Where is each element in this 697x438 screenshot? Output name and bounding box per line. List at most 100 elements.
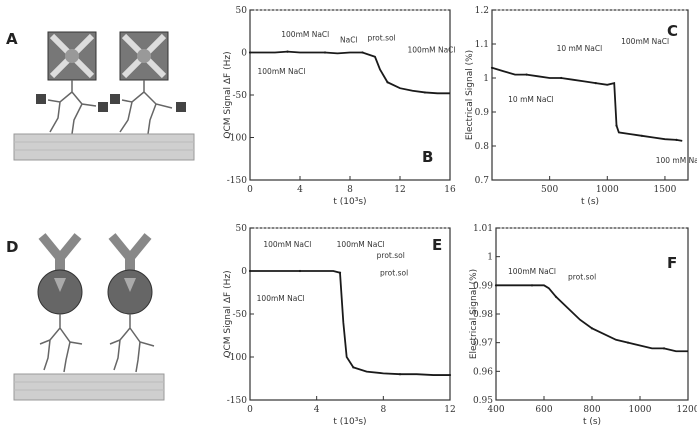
data-point	[338, 271, 342, 274]
x-tick-label: 400	[487, 405, 504, 415]
x-tick-label: 0	[247, 185, 253, 195]
y-tick-label: 0.8	[475, 142, 490, 152]
data-point	[361, 51, 364, 54]
antibody-right	[107, 233, 153, 315]
data-point	[286, 50, 289, 53]
y-tick-label: 0.98	[473, 310, 493, 320]
y-tick-label: 1	[483, 74, 489, 84]
annotation-label: NaCl	[340, 35, 358, 44]
y-tick-label: -150	[227, 396, 247, 406]
x-tick-label: 1200	[677, 405, 697, 415]
tag-box	[110, 94, 120, 104]
data-point	[525, 73, 528, 76]
y-tick-label: 1.2	[475, 6, 489, 16]
y-tick-label: 0.9	[475, 108, 490, 118]
annotation-label: 10 mM NaCl	[508, 95, 554, 104]
tag-box	[98, 102, 108, 112]
annotation-label: 100mM NaCl	[508, 267, 556, 276]
y-tick-label: 0	[241, 267, 247, 277]
y-axis-label: Electrical Signal (%)	[465, 50, 475, 140]
data-point	[494, 284, 498, 287]
y-axis-label: Electrical Signal (%)	[469, 269, 479, 359]
panel-letter-d: D	[6, 238, 19, 256]
data-point	[248, 269, 252, 273]
y-tick-label: 0	[241, 49, 247, 59]
data-point	[626, 341, 630, 344]
series-line	[491, 66, 683, 142]
sensor-surface	[13, 133, 195, 161]
panel-letter-e: E	[432, 236, 443, 254]
series-line	[250, 50, 450, 95]
x-tick-label: 8	[347, 185, 353, 195]
x-tick-label: 8	[380, 405, 386, 415]
y-tick-label: 50	[236, 6, 248, 16]
y-tick-label: -100	[227, 353, 247, 363]
chart-c: 500 1000 1500 1.2 1.1 1 0.9 0.8 0.7 t (s) Electric…	[462, 4, 697, 214]
x-tick-label: 1500	[653, 185, 676, 195]
x-tick-label: 4	[314, 405, 320, 415]
data-point	[398, 373, 402, 376]
panel-letter-f: F	[667, 254, 678, 272]
x-tick-label: 12	[444, 405, 455, 415]
x-tick-label: 800	[583, 405, 600, 415]
diagram-d	[13, 233, 165, 401]
data-point	[448, 373, 452, 377]
x-axis-label: t (s)	[581, 197, 599, 207]
data-point	[386, 81, 389, 84]
y-tick-label: 0.95	[473, 396, 493, 406]
panel-letter-b: B	[422, 148, 434, 166]
y-tick-label: 0.97	[473, 339, 493, 349]
data-point	[560, 76, 563, 80]
y-tick-label: 1	[487, 253, 493, 263]
particle-right	[119, 31, 169, 81]
x-tick-label: 600	[535, 405, 552, 415]
chart-e: 0 4 8 12 50 0 -50 -100 -150 t (10³s) QCM Signal ΔF…	[222, 222, 457, 434]
y-tick-label: -50	[233, 91, 248, 101]
tag-boxes	[36, 94, 186, 112]
y-tick-label: -150	[227, 176, 247, 186]
annotation-label: 100mM NaCl	[621, 37, 669, 46]
diagram-a	[13, 31, 195, 161]
x-axis-label: t (10³s)	[333, 417, 366, 427]
y-tick-label: 0.99	[473, 281, 493, 291]
annotation-label: 10 mM NaCl	[557, 44, 603, 53]
y-tick-label: 1.1	[475, 40, 489, 50]
linker-strands	[47, 80, 173, 135]
series-line	[250, 270, 450, 376]
data-point	[615, 124, 618, 127]
y-tick-label: 50	[236, 224, 248, 234]
plot-frame	[495, 227, 689, 401]
x-axis-label: t (s)	[583, 417, 601, 427]
data-point	[323, 51, 327, 54]
data-point	[423, 91, 427, 94]
y-tick-label: 1.01	[473, 224, 493, 234]
data-point	[590, 327, 594, 330]
annotation-label: prot.sol	[368, 34, 396, 43]
data-point	[490, 66, 494, 69]
x-tick-label: 16	[444, 185, 456, 195]
annotation-label: prot.sol	[568, 273, 596, 282]
y-tick-label: 0.96	[473, 367, 493, 377]
y-tick-label: -50	[233, 310, 248, 320]
annotation-label: prot.sol	[377, 251, 405, 260]
data-point	[248, 51, 252, 54]
data-point	[675, 138, 678, 141]
x-tick-label: 1000	[596, 185, 619, 195]
chart-b: 0 4 8 12 16 50 0 -50 -100 -150 t (10³s) QCM Signal …	[222, 4, 457, 214]
chart-f: 400 600 800 1000 1200 1.01 1 0.99 0.98 0.97 0.96 0.…	[462, 222, 697, 434]
sensor-surface	[13, 373, 165, 401]
x-tick-label: 4	[297, 185, 303, 195]
data-point	[662, 347, 666, 350]
data-point	[352, 366, 355, 369]
annotation-label: 100mM NaCl	[337, 240, 385, 249]
annotation-label: 100mM NaCl	[281, 30, 329, 39]
annotation-label: 100mM NaCl	[263, 240, 311, 249]
y-axis-label: QCM Signal ΔF (Hz)	[223, 51, 233, 138]
x-tick-label: 1000	[629, 405, 652, 415]
data-point	[640, 134, 643, 137]
tag-box	[36, 94, 46, 104]
y-tick-label: -100	[227, 134, 247, 144]
panel-letter-a: A	[6, 30, 18, 48]
particle-left	[47, 31, 97, 81]
x-tick-label: 0	[247, 405, 253, 415]
